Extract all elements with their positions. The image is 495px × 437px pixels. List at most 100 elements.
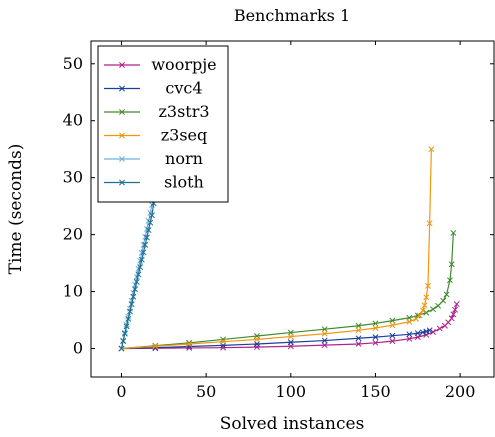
data-point-woorpje [448, 315, 455, 322]
legend-item-norn: norn [104, 149, 203, 168]
data-point-sloth [132, 286, 138, 293]
series-sloth [118, 200, 157, 352]
data-point-sloth [147, 219, 154, 226]
data-point-sloth [125, 315, 132, 322]
data-point-z3seq [406, 318, 413, 325]
y-axis: 0 10 20 30 40 50 [63, 54, 494, 358]
data-point-cvc4 [372, 334, 379, 341]
legend-label: woorpje [151, 55, 216, 74]
data-point-cvc4 [419, 329, 426, 336]
legend-swatch-marker [119, 179, 125, 186]
x-tick-label: 100 [276, 382, 307, 401]
legend-item-woorpje: woorpje [104, 55, 217, 74]
series-z3str3 [118, 229, 457, 352]
data-point-z3str3 [443, 291, 450, 298]
data-point-z3str3 [355, 322, 362, 329]
x-tick-label: 0 [116, 382, 126, 401]
legend-label: norn [165, 149, 203, 168]
data-point-sloth [137, 264, 144, 271]
data-point-z3str3 [435, 302, 442, 309]
legend-label: z3seq [161, 126, 208, 145]
data-point-woorpje [430, 329, 436, 335]
data-point-z3seq [425, 282, 431, 289]
data-point-cvc4 [426, 327, 433, 334]
data-point-woorpje [321, 342, 328, 349]
data-point-sloth [140, 249, 147, 256]
data-point-sloth [133, 278, 140, 285]
data-point-z3seq [421, 302, 428, 309]
y-tick-label: 50 [63, 54, 83, 73]
series-z3seq [118, 146, 435, 352]
legend-item-cvc4: cvc4 [104, 79, 203, 98]
series-layer [118, 146, 460, 352]
data-point-sloth [145, 227, 152, 234]
legend-label: cvc4 [165, 79, 202, 98]
x-tick-label: 50 [196, 382, 216, 401]
data-point-z3str3 [447, 277, 453, 284]
data-point-woorpje [452, 306, 459, 313]
data-point-z3str3 [414, 312, 421, 319]
data-point-z3seq [428, 146, 435, 153]
data-point-z3seq [389, 322, 396, 329]
data-point-cvc4 [423, 328, 430, 335]
data-point-z3str3 [430, 306, 436, 313]
legend-frame [97, 45, 229, 203]
data-point-z3str3 [389, 317, 396, 324]
legend-swatch-marker [119, 156, 125, 162]
data-point-z3seq [186, 341, 193, 347]
data-point-z3str3 [423, 309, 430, 316]
data-point-cvc4 [414, 330, 421, 337]
y-tick-label: 20 [63, 225, 83, 244]
data-point-z3seq [355, 327, 362, 334]
x-tick-label: 200 [445, 382, 476, 401]
data-point-sloth [126, 308, 133, 315]
data-point-cvc4 [355, 335, 362, 342]
data-point-z3seq [152, 343, 159, 350]
y-tick-label: 0 [73, 339, 83, 358]
data-point-z3str3 [372, 320, 379, 327]
data-point-woorpje [436, 325, 443, 332]
data-point-sloth [120, 338, 127, 345]
data-point-sloth [130, 293, 137, 300]
plot-area-frame [90, 40, 495, 378]
data-point-z3seq [220, 338, 227, 345]
data-point-sloth [118, 345, 125, 352]
data-point-z3seq [416, 312, 423, 319]
data-point-woorpje [372, 339, 379, 346]
x-axis: 0 50 100 150 200 [116, 41, 475, 401]
x-tick-label: 150 [360, 382, 391, 401]
y-tick-label: 40 [63, 111, 83, 130]
data-point-cvc4 [389, 332, 396, 339]
data-point-woorpje [406, 335, 413, 342]
data-point-sloth [128, 301, 135, 308]
data-point-z3str3 [450, 229, 457, 236]
data-point-woorpje [355, 341, 362, 347]
chart-title: Benchmarks 1 [234, 6, 350, 25]
data-point-cvc4 [253, 341, 260, 347]
legend-item-sloth: sloth [104, 173, 204, 192]
legend-swatch-marker [119, 132, 125, 139]
series-woorpje [118, 301, 460, 352]
data-point-z3seq [287, 333, 294, 340]
data-point-sloth [149, 212, 155, 219]
data-point-sloth [135, 271, 142, 278]
data-point-sloth [142, 241, 149, 248]
data-point-woorpje [453, 301, 460, 308]
data-point-z3seq [253, 336, 260, 343]
data-point-z3seq [419, 307, 426, 314]
legend-label: sloth [164, 173, 204, 192]
y-tick-label: 10 [63, 282, 83, 301]
data-point-sloth [121, 330, 128, 337]
data-point-sloth [143, 234, 150, 241]
legend-swatch-marker [119, 109, 125, 115]
y-tick-label: 30 [63, 168, 83, 187]
data-point-sloth [138, 256, 145, 263]
data-point-cvc4 [406, 331, 413, 338]
legend-swatch-marker [119, 85, 125, 92]
data-point-woorpje [389, 338, 396, 345]
data-point-z3seq [426, 220, 433, 227]
data-point-z3seq [423, 294, 430, 301]
y-axis-label: Time (seconds) [6, 144, 26, 275]
data-point-z3str3 [440, 297, 447, 304]
data-point-cvc4 [287, 339, 294, 346]
